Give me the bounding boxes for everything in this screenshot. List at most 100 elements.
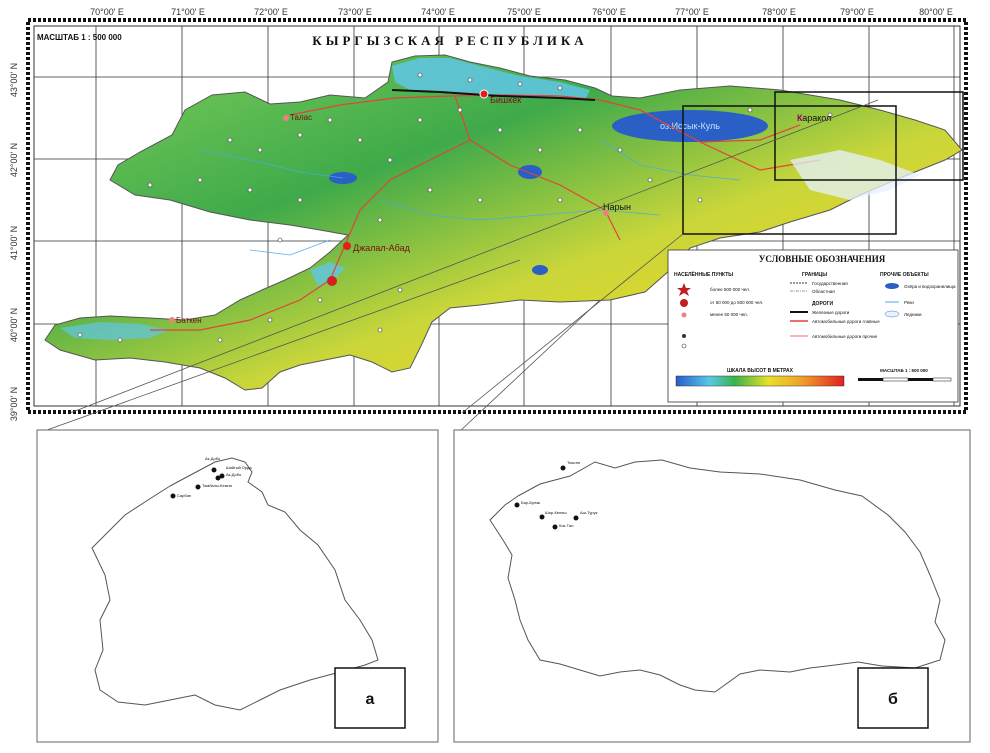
longitude-labels: 70°00' E 71°00' E 72°00' E 73°00' E 74°0… (90, 7, 953, 17)
rivers (199, 139, 741, 256)
glaciers (790, 150, 920, 200)
city-marker (603, 210, 609, 216)
village-icon (681, 343, 687, 349)
batken-lowland (60, 322, 170, 340)
lake-chatyr-kul (532, 265, 548, 275)
cities: Бишкек Талас Каракол Нарын Джалал-Абад Б… (169, 89, 831, 325)
chuy-lowland (392, 58, 590, 100)
lon-label: 71°00' E (171, 7, 205, 17)
legend-item: Автомобильные дороги прочие (812, 334, 878, 339)
lon-label: 77°00' E (675, 7, 709, 17)
lat-label: 41°00' N (9, 226, 19, 260)
legend-item: Озёра и водохранилища (904, 284, 956, 289)
scale-bar-title: МАСШТАБ 1 : 500 000 (880, 368, 928, 373)
panel-a-points (170, 467, 225, 499)
legend-item: Автомобильные дороги главные (812, 319, 880, 324)
settlement-dots (77, 72, 833, 343)
panel-a-label-box (334, 667, 406, 729)
panel-b: Тюштю Бар-Булак Шар-Кенеш Аш-Турук Кок-Т… (453, 429, 971, 743)
site-point (215, 475, 221, 481)
legend-item: Железные дороги (812, 310, 850, 315)
site-point (195, 484, 201, 490)
panel-b-label-box (857, 667, 929, 729)
fergana-lowland (310, 262, 345, 286)
legend-item: Государственная (812, 281, 848, 286)
legend-roads-title: ДОРОГИ (812, 301, 833, 307)
site-point (539, 514, 545, 520)
site-point (211, 467, 217, 473)
state-border (391, 89, 596, 101)
city-marker (797, 115, 803, 121)
city-label: Каракол (797, 113, 831, 123)
panel-a: Ак-Добо Шайгый Орда Ак-Добо Тамбалы-Кемн… (36, 429, 439, 743)
panel-b-labels: Тюштю Бар-Булак Шар-Кенеш Аш-Турук Кок-Т… (521, 460, 598, 528)
legend-item: более 500 000 чел. (710, 287, 750, 292)
legend-item: Ледники (904, 312, 922, 317)
lake-issyk-kul (612, 110, 768, 142)
city-marker (343, 242, 351, 250)
legend-settlements-title: НАСЕЛЁННЫЕ ПУНКТЫ (674, 271, 733, 278)
legend: УСЛОВНЫЕ ОБОЗНАЧЕНИЯ НАСЕЛЁННЫЕ ПУНКТЫ Г… (667, 249, 959, 403)
lat-label: 43°00' N (9, 63, 19, 97)
panel-b-label: б (888, 691, 898, 708)
regional-center-icon (680, 299, 688, 307)
lon-label: 75°00' E (507, 7, 541, 17)
site-point (170, 493, 176, 499)
legend-item: от 50 000 до 500 000 чел. (710, 300, 763, 305)
site-point (219, 473, 225, 479)
lon-label: 80°00' E (919, 7, 953, 17)
site-point (573, 515, 579, 521)
elevation-scale-title: ШКАЛА ВЫСОТ В МЕТРАХ (727, 368, 794, 374)
city-marker (479, 89, 489, 99)
site-label: Бар-Булак (521, 500, 540, 505)
study-area-box-a (774, 91, 964, 181)
legend-other-title: ПРОЧИЕ ОБЪЕКТЫ (880, 272, 929, 278)
village-icon (682, 334, 686, 338)
city-label: Джалал-Абад (353, 243, 411, 253)
city-label: Бишкек (490, 95, 521, 105)
glacier-legend-icon (884, 310, 900, 318)
town-icon (681, 312, 687, 318)
lon-label: 74°00' E (421, 7, 455, 17)
site-label: Аш-Турук (580, 510, 598, 515)
capital-star-icon (677, 283, 691, 296)
site-label: Сарбан (177, 493, 191, 498)
lake-label: оз.Иссык-Куль (660, 121, 720, 131)
site-label: Ак-Добо (205, 456, 221, 461)
panel-a-labels: Ак-Добо Шайгый Орда Ак-Добо Тамбалы-Кемн… (177, 456, 252, 498)
site-label: Тюштю (567, 460, 580, 465)
site-point (552, 524, 558, 530)
connector-lines (46, 99, 879, 433)
city-label: Талас (290, 113, 312, 122)
site-point (560, 465, 566, 471)
panel-a-outline (91, 457, 379, 711)
site-label: Шар-Кенеш (545, 510, 567, 515)
site-label: Шайгый Орда (226, 465, 252, 470)
main-map: 70°00' E 71°00' E 72°00' E 73°00' E 74°0… (9, 7, 968, 433)
lon-label: 79°00' E (840, 7, 874, 17)
lat-label: 39°00' N (9, 387, 19, 421)
lake-legend-icon (885, 283, 899, 289)
lon-label: 72°00' E (254, 7, 288, 17)
legend-item: Реки (904, 300, 914, 305)
legend-borders-title: ГРАНИЦЫ (802, 272, 827, 278)
site-label: Ак-Добо (226, 472, 242, 477)
city-marker (169, 317, 175, 323)
city-label: Нарын (603, 202, 631, 212)
city-marker (283, 115, 289, 121)
study-area-boxes (682, 91, 964, 235)
panel-b-outline (489, 459, 946, 693)
panel-b-points (514, 465, 579, 530)
legend-title: УСЛОВНЫЕ ОБОЗНАЧЕНИЯ (759, 254, 886, 264)
latitude-labels: 43°00' N 42°00' N 41°00' N 40°00' N 39°0… (9, 63, 19, 421)
lat-label: 42°00' N (9, 143, 19, 177)
elevation-colorbar (675, 375, 845, 387)
scale-bar (858, 377, 952, 382)
lat-label: 40°00' N (9, 308, 19, 342)
site-point (514, 502, 520, 508)
site-label: Тамбалы-Кемна (202, 483, 233, 488)
legend-item: Областная (812, 289, 835, 294)
map-title: КЫРГЫЗСКАЯ РЕСПУБЛИКА (312, 33, 587, 48)
site-label: Кок-Тал (559, 523, 574, 528)
